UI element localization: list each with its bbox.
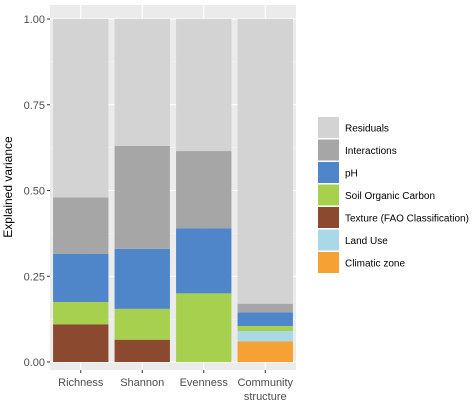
legend-swatch [318,252,339,273]
x-tick-label: Richness [58,377,104,389]
legend-label: Climatic zone [345,259,405,270]
bar-segment-interactions-richness [53,197,109,254]
y-tick-label: 0.50 [24,186,45,198]
legend-label: Texture (FAO Classification) [345,214,469,225]
y-axis-ticks: 0.00 0.25 0.50 0.75 1.00 [24,14,50,369]
y-tick-label: 0.25 [24,271,45,283]
legend-swatch [318,117,339,138]
bar-segment-interactions-community-structure [237,303,293,313]
bar-segment-soil-organic-carbon-richness [53,301,109,325]
y-tick-label: 1.00 [24,14,45,26]
legend-label: Land Use [345,236,388,247]
bar-segment-residuals-community-structure [237,19,293,304]
bar-segment-texture-fao-classification-shannon [114,339,170,362]
bar-segment-climatic-zone-community-structure [237,341,293,362]
x-axis-ticks: Richness Shannon Evenness Community structur… [58,370,294,403]
bar-segment-ph-evenness [176,228,232,294]
bar-segment-residuals-richness [53,19,109,198]
bars [53,19,293,362]
legend-swatch [318,139,339,161]
legend-swatch [318,184,339,206]
bar-segment-soil-organic-carbon-community-structure [237,325,293,332]
bar-segment-ph-community-structure [237,312,293,326]
bar-segment-ph-shannon [114,248,170,309]
legend-swatch [318,162,339,183]
legend-label: Soil Organic Carbon [345,191,435,202]
bar-segment-interactions-evenness [176,151,232,229]
bar-segment-land-use-community-structure [237,331,293,342]
bar-segment-residuals-evenness [176,19,232,152]
legend-swatch [318,207,339,228]
legend: Residuals Interactions pH Soil Organic Carb… [318,117,469,273]
bar-segment-interactions-shannon [114,145,170,249]
x-tick-label: Community structure [237,377,293,403]
legend-label: Residuals [345,124,389,135]
y-tick-label: 0.00 [24,357,45,369]
bar-segment-texture-fao-classification-richness [53,324,109,362]
bar-segment-residuals-shannon [114,19,170,146]
x-tick-label: Evenness [180,377,229,389]
x-tick-label: Shannon [120,377,164,389]
legend-label: pH [345,169,358,180]
legend-swatch [318,229,339,251]
bar-segment-soil-organic-carbon-evenness [176,293,232,362]
legend-label: Interactions [345,146,397,157]
y-tick-label: 0.75 [24,100,45,112]
bar-segment-soil-organic-carbon-shannon [114,308,170,340]
bar-segment-ph-richness [53,253,109,302]
y-axis-title: Explained variance [1,136,15,238]
